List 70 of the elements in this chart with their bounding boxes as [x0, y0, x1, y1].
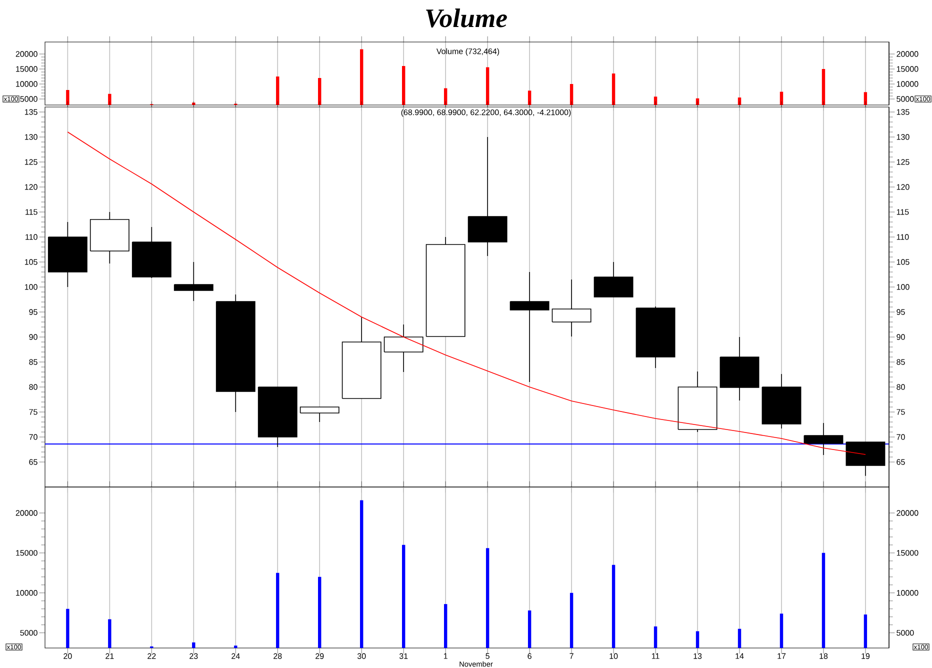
- x-tick-label: 11: [652, 653, 660, 659]
- y2-tick-label: 80: [896, 384, 905, 390]
- x-tick-label: 14: [736, 653, 744, 659]
- x-tick-label: 20: [64, 653, 72, 659]
- y2-tick-label: 5000: [896, 630, 914, 636]
- x-tick-label: 1: [444, 653, 448, 659]
- y2-tick-label: 5000: [896, 96, 914, 102]
- y-tick-label: 85: [29, 359, 38, 365]
- y-tick-label: 75: [29, 409, 38, 415]
- x-tick-label: 17: [778, 653, 786, 659]
- candlestick: [510, 272, 550, 382]
- y-tick-label: 90: [29, 334, 38, 340]
- y2-tick-label: 115: [896, 209, 909, 215]
- y2-tick-label: 70: [896, 434, 905, 440]
- y-tick-label: 110: [26, 234, 38, 240]
- x-tick-label: 28: [274, 653, 282, 659]
- y-tick-label: 70: [29, 434, 38, 440]
- x-tick-label: 22: [148, 653, 156, 659]
- y-tick-label: 130: [24, 134, 38, 140]
- y2-tick-label: 120: [896, 184, 910, 190]
- y-tick-label: 125: [24, 159, 38, 165]
- x-tick-label: 24: [232, 653, 240, 659]
- y2-tick-label: 100: [896, 284, 910, 290]
- y2-tick-label: 20000: [896, 510, 918, 516]
- y2-tick-label: 110: [896, 234, 909, 240]
- chart-title: Volume: [426, 8, 507, 28]
- y-tick-label: 120: [24, 184, 38, 190]
- y-tick-label: 100: [24, 284, 38, 290]
- y-tick-label: 105: [24, 259, 38, 265]
- x-tick-label: 10: [610, 653, 618, 659]
- y-tick-label: 20000: [16, 51, 38, 57]
- x-tick-label: 21: [106, 653, 114, 659]
- x-tick-label: 7: [570, 653, 574, 659]
- y2-tick-label: 75: [896, 409, 905, 415]
- y2-tick-label: 15000: [896, 550, 918, 556]
- y2-tick-label: 95: [896, 309, 905, 315]
- y2-tick-label: 135: [896, 109, 910, 115]
- y-tick-label: 5000: [20, 630, 38, 636]
- y2-tick-label: 130: [896, 134, 910, 140]
- annotation: Volume (732,464): [436, 48, 500, 56]
- y2-tick-label: 85: [896, 359, 905, 365]
- y-tick-label: 10000: [16, 590, 38, 596]
- x-tick-label: 6: [528, 653, 532, 659]
- y-tick-label: 95: [29, 309, 38, 315]
- y-tick-label: 65: [29, 459, 38, 465]
- y-tick-label: 115: [26, 209, 38, 215]
- y-tick-label: 15000: [16, 66, 38, 72]
- y2-tick-label: 125: [896, 159, 910, 165]
- x-tick-label: 13: [694, 653, 702, 659]
- y-tick-label: 10000: [16, 81, 38, 87]
- x-tick-label: 31: [399, 653, 408, 659]
- annotation: (68.9900, 68.9900, 62.2200, 64.3000, -4.21000): [401, 109, 571, 117]
- x-tick-label: 19: [862, 653, 870, 659]
- y2-tick-label: 10000: [896, 590, 918, 596]
- y-tick-label: 80: [29, 384, 38, 390]
- x-tick-label: 29: [316, 653, 324, 659]
- x-tick-label: 23: [190, 653, 198, 659]
- y-tick-label: 20000: [16, 510, 38, 516]
- x-tick-label: 18: [820, 653, 828, 659]
- x-tick-label: 5: [486, 653, 490, 659]
- y2-tick-label: 65: [896, 459, 905, 465]
- y-tick-label: 135: [24, 109, 38, 115]
- x-tick-label: 30: [357, 653, 366, 659]
- y-tick-label: 5000: [20, 96, 38, 102]
- y-tick-label: 15000: [16, 550, 38, 556]
- y2-tick-label: 90: [896, 334, 905, 340]
- y2-tick-label: 105: [896, 259, 910, 265]
- y2-tick-label: 10000: [896, 81, 918, 87]
- y2-tick-label: 20000: [896, 51, 918, 57]
- y2-tick-label: 15000: [896, 66, 918, 72]
